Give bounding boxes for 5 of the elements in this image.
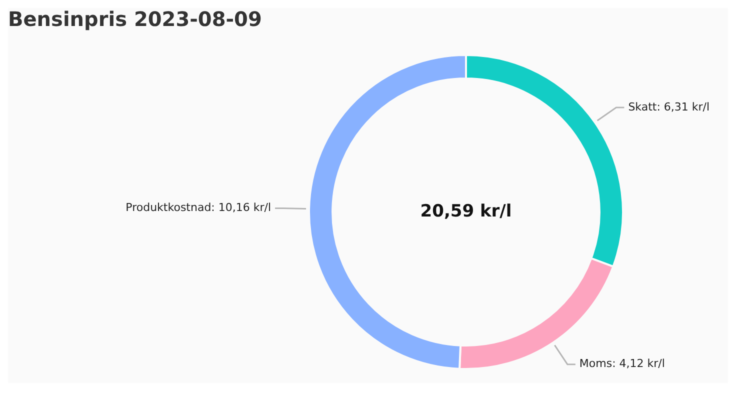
slice-label: Moms: 4,12 kr/l — [579, 357, 665, 370]
chart-title: Bensinpris 2023-08-09 — [8, 7, 263, 33]
slice-label: Produktkostnad: 10,16 kr/l — [126, 201, 272, 214]
text: 20,59 kr/l — [420, 201, 512, 222]
slice-label: Skatt: 6,31 kr/l — [628, 100, 710, 114]
